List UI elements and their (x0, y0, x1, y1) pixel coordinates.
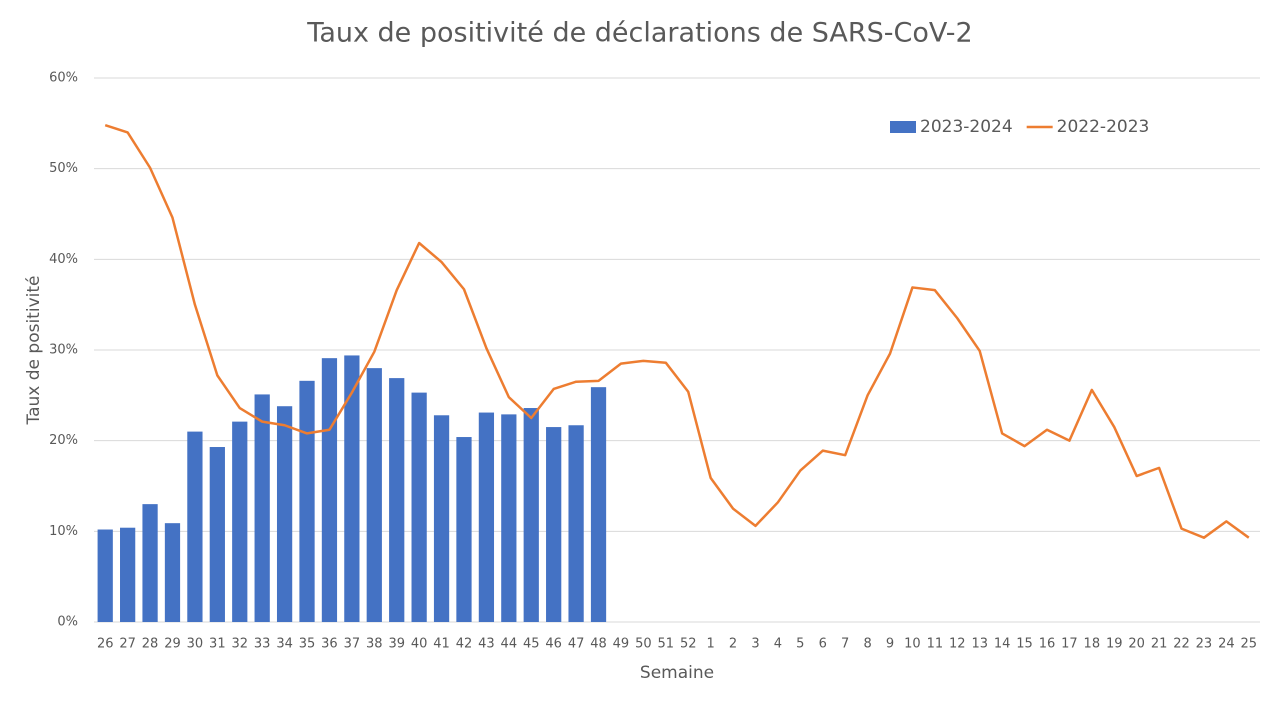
bar (142, 504, 158, 622)
bar (501, 414, 517, 622)
bar (433, 415, 450, 622)
line (104, 123, 1250, 539)
x-tick-label: 52 (680, 637, 697, 652)
x-tick-label: 50 (635, 637, 652, 652)
x-tick-label: 44 (501, 637, 518, 652)
y-tick-label: 60% (49, 71, 78, 86)
x-tick-label: 18 (1084, 637, 1101, 652)
x-tick-label: 10 (904, 637, 921, 652)
x-tick-label: 22 (1173, 637, 1190, 652)
y-tick-label: 30% (49, 343, 78, 358)
bar (299, 380, 315, 622)
x-tick-label: 38 (366, 637, 383, 652)
x-tick-label: 12 (949, 637, 966, 652)
bar (97, 529, 113, 622)
x-tick-label: 45 (523, 637, 540, 652)
x-tick-label: 20 (1128, 637, 1145, 652)
x-tick-label: 37 (344, 637, 361, 652)
chart-title: Taux de positivité de déclarations de SA… (306, 18, 972, 49)
x-tick-label: 36 (321, 637, 338, 652)
x-tick-label: 15 (1016, 637, 1033, 652)
bar (276, 406, 293, 622)
bar (120, 527, 136, 622)
bar (344, 355, 360, 622)
y-tick-label: 10% (49, 524, 78, 539)
x-tick-label: 42 (456, 637, 473, 652)
bar (478, 412, 495, 622)
x-tick-label: 9 (886, 637, 894, 652)
x-tick-label: 49 (613, 637, 630, 652)
x-tick-label: 21 (1151, 637, 1168, 652)
x-tick-label: 28 (142, 637, 159, 652)
x-tick-label: 19 (1106, 637, 1123, 652)
x-tick-label: 31 (209, 637, 226, 652)
x-axis-label: Semaine (640, 663, 714, 683)
x-tick-label: 1 (706, 637, 714, 652)
x-tick-label: 32 (231, 637, 248, 652)
x-tick-label: 14 (994, 637, 1011, 652)
x-tick-label: 11 (927, 637, 944, 652)
bar (456, 437, 472, 622)
legend-swatch (890, 121, 916, 133)
y-tick-label: 50% (49, 161, 78, 176)
legend-label: 2023-2024 (920, 117, 1013, 137)
x-tick-label: 41 (433, 637, 450, 652)
y-tick-label: 40% (49, 252, 78, 267)
bar (209, 447, 225, 622)
bar (321, 358, 338, 622)
x-tick-label: 7 (841, 637, 849, 652)
x-tick-label: 4 (774, 637, 782, 652)
bar (590, 387, 607, 622)
x-tick-label: 6 (819, 637, 827, 652)
x-tick-label: 3 (751, 637, 759, 652)
x-tick-label: 5 (796, 637, 804, 652)
bar (523, 408, 539, 622)
x-tick-label: 25 (1241, 637, 1258, 652)
y-axis-label: Taux de positivité (24, 276, 44, 426)
x-tick-label: 34 (276, 637, 293, 652)
x-tick-label: 24 (1218, 637, 1235, 652)
x-tick-label: 2 (729, 637, 737, 652)
bar (389, 378, 405, 622)
x-tick-label: 17 (1061, 637, 1078, 652)
x-tick-label: 33 (254, 637, 271, 652)
bar (546, 427, 562, 622)
x-tick-label: 40 (411, 637, 428, 652)
x-tick-label: 51 (658, 637, 675, 652)
bar (411, 392, 427, 622)
x-tick-label: 29 (164, 637, 181, 652)
y-tick-label: 0% (57, 615, 78, 630)
bar (254, 394, 270, 622)
x-tick-label: 26 (97, 637, 114, 652)
x-tick-label: 48 (590, 637, 607, 652)
x-tick-label: 46 (545, 637, 562, 652)
legend-label: 2022-2023 (1057, 117, 1150, 137)
x-tick-label: 47 (568, 637, 585, 652)
bar (232, 421, 248, 622)
x-tick-label: 16 (1039, 637, 1056, 652)
x-tick-label: 43 (478, 637, 495, 652)
x-tick-label: 30 (187, 637, 204, 652)
x-tick-label: 35 (299, 637, 316, 652)
x-tick-label: 39 (388, 637, 405, 652)
bar (366, 368, 382, 622)
x-tick-label: 23 (1196, 637, 1213, 652)
bar (187, 431, 203, 622)
x-tick-label: 13 (971, 637, 988, 652)
bar (164, 523, 181, 622)
bar (568, 425, 584, 622)
x-tick-label: 8 (863, 637, 871, 652)
x-tick-label: 27 (119, 637, 136, 652)
y-tick-label: 20% (49, 433, 78, 448)
